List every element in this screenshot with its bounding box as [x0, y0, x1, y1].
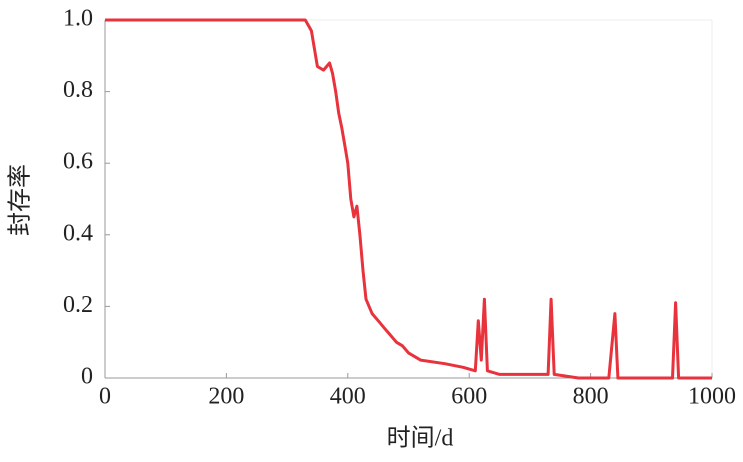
- y-tick-label: 1.0: [63, 6, 93, 32]
- x-tick-label: 200: [208, 384, 244, 410]
- y-tick-label: 0.4: [63, 220, 93, 246]
- x-tick-label: 400: [330, 384, 366, 410]
- x-tick-label: 0: [99, 384, 111, 410]
- x-tick-label: 600: [451, 384, 487, 410]
- x-tick-label: 1000: [688, 384, 736, 410]
- y-tick-label: 0.6: [63, 149, 93, 175]
- y-tick-label: 0: [81, 364, 93, 390]
- y-tick-label: 0.2: [63, 292, 93, 318]
- y-axis-label: 封存率: [7, 164, 34, 236]
- x-axis-label: 时间/d: [387, 425, 454, 452]
- y-tick-label: 0.8: [63, 77, 93, 103]
- x-tick-label: 800: [573, 384, 609, 410]
- data-line: [105, 18, 712, 380]
